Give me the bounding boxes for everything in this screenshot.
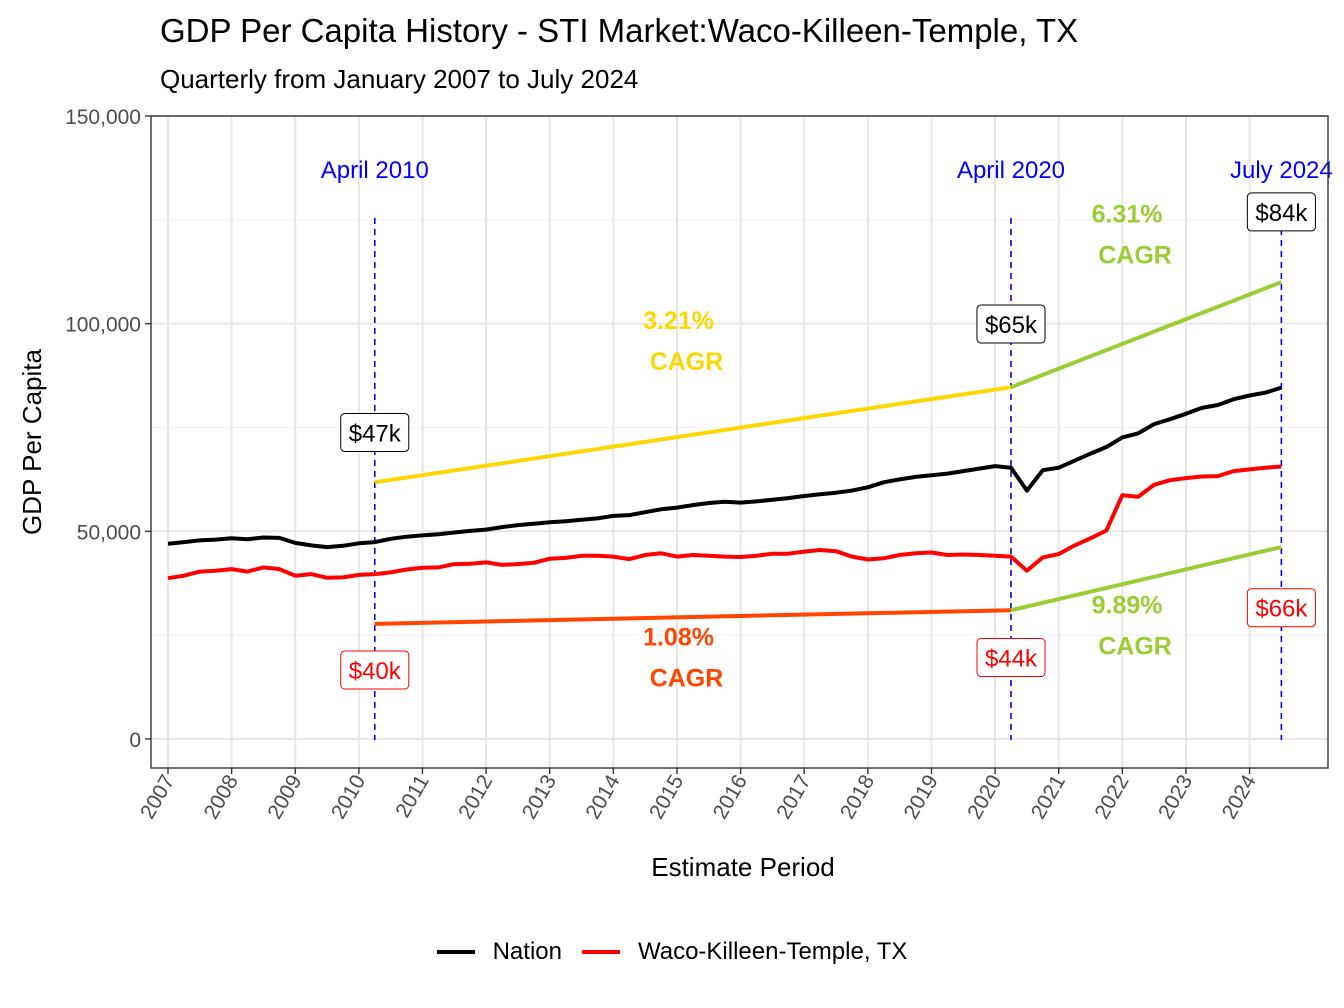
legend-label-metro: Waco-Killeen-Temple, TX <box>637 938 908 965</box>
x-tick-label: 2014 <box>581 771 624 823</box>
metro-2010-label-box <box>340 650 410 690</box>
legend-item-metro: Waco-Killeen-Temple, TX <box>581 938 908 966</box>
nation-cagr-2020-2024-annotation-pct: 6.31% <box>1092 200 1163 228</box>
nation-cagr-2010-2020-annotation-pct: 3.21% <box>643 307 714 335</box>
metro-cagr-2020-2024-annotation-pct: 9.89% <box>1092 592 1163 620</box>
x-tick-label: 2018 <box>836 771 879 823</box>
y-tick-label: 0 <box>129 729 141 752</box>
x-tick-label: 2015 <box>645 771 688 823</box>
legend-item-nation: Nation <box>436 938 562 966</box>
metro-2010-label: $40k <box>340 650 410 690</box>
metro-series-line <box>167 464 1282 581</box>
legend-key-metro <box>581 950 620 954</box>
x-tick-label: 2009 <box>263 771 306 823</box>
vline-label: April 2020 <box>957 157 1065 184</box>
x-tick-label: 2023 <box>1154 771 1197 823</box>
nation-2020-label-text: $65k <box>985 312 1038 339</box>
x-tick-label: 2013 <box>518 771 561 823</box>
metro-cagr-2020-2024 <box>1010 545 1282 613</box>
nation-2020-label-box <box>976 304 1046 344</box>
nation-2024-label: $84k <box>1246 192 1316 232</box>
x-tick-label: 2008 <box>200 771 243 823</box>
y-tick-label: 50,000 <box>77 521 141 544</box>
grid-layer <box>151 115 1328 768</box>
metro-2020-label-box <box>976 638 1046 678</box>
y-tick-label: 150,000 <box>65 106 141 129</box>
metro-2020-label: $44k <box>976 638 1046 678</box>
metro-cagr-2010-2020 <box>374 608 1012 626</box>
metro-cagr-2010-2020-annotation-pct: 1.08% <box>643 624 714 652</box>
legend-label-nation: Nation <box>492 938 562 965</box>
y-tick-label: 100,000 <box>65 314 141 337</box>
x-tick-label: 2021 <box>1027 771 1070 823</box>
metro-cagr-2020-2024-annotation-label: CAGR <box>1098 633 1172 661</box>
nation-cagr-2010-2020 <box>374 385 1012 485</box>
gdp-per-capita-chart: April 2010 April 2020 July 2024 $47k $65k $8… <box>17 106 1333 882</box>
label-layer: $47k $65k $84k $40k $44k $66k 3.21% CAGR 6.31% CA… <box>340 192 1316 693</box>
x-axis-title: Estimate Period <box>651 852 835 882</box>
x-tick-label: 2020 <box>963 771 1006 823</box>
vline-label: July 2024 <box>1230 157 1333 184</box>
x-tick-label: 2016 <box>709 771 752 823</box>
series-layer <box>167 385 1282 581</box>
nation-cagr-2020-2024 <box>1010 280 1283 390</box>
x-tick-label: 2017 <box>772 771 815 823</box>
metro-2020-label-text: $44k <box>985 646 1038 673</box>
vline-label: April 2010 <box>321 157 429 184</box>
metro-cagr-2010-2020-annotation-label: CAGR <box>650 665 724 693</box>
metro-2024-label-text: $66k <box>1255 596 1308 623</box>
legend-key-nation <box>436 950 475 954</box>
x-tick-label: 2022 <box>1090 771 1133 823</box>
x-tick-label: 2012 <box>454 771 497 823</box>
chart-title: GDP Per Capita History - STI Market:Waco… <box>160 12 1079 49</box>
nation-2010-label: $47k <box>340 412 410 452</box>
x-tick-label: 2007 <box>136 771 179 823</box>
x-tick-label: 2010 <box>327 771 370 823</box>
plot-panel-border <box>150 115 1329 769</box>
legend: Nation Waco-Killeen-Temple, TX <box>0 938 1344 966</box>
x-tick-label: 2011 <box>391 771 434 822</box>
metro-2010-label-text: $40k <box>349 658 402 685</box>
nation-2020-label: $65k <box>976 304 1046 344</box>
chart-subtitle: Quarterly from January 2007 to July 2024 <box>160 64 639 94</box>
nation-cagr-2010-2020-annotation-label: CAGR <box>650 348 724 376</box>
metro-2024-label: $66k <box>1246 588 1316 628</box>
nation-cagr-2020-2024-annotation-label: CAGR <box>1098 241 1172 269</box>
x-tick-label: 2019 <box>900 771 943 823</box>
metro-2024-label-box <box>1246 588 1316 628</box>
y-axis-title: GDP Per Capita <box>17 348 47 534</box>
nation-2024-label-box <box>1246 192 1316 232</box>
nation-2024-label-text: $84k <box>1255 200 1308 227</box>
nation-series-line <box>167 385 1282 550</box>
nation-2010-label-text: $47k <box>349 420 402 447</box>
nation-2010-label-box <box>340 412 410 452</box>
cagr-layer <box>374 280 1283 626</box>
x-tick-label: 2024 <box>1218 771 1261 823</box>
